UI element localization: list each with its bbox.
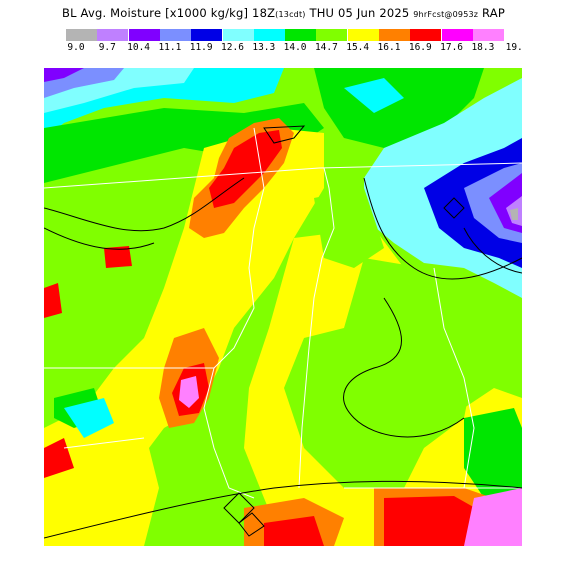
legend-swatch — [66, 29, 97, 41]
border-lat-north — [44, 167, 320, 189]
border-sw — [63, 437, 145, 449]
title-date: THU 05 Jun 2025 — [309, 6, 410, 20]
se-green — [464, 408, 522, 498]
title-local-time: (13cdt) — [275, 10, 306, 19]
legend-swatch — [347, 29, 379, 41]
legend-tick-label: 17.6 — [440, 42, 464, 53]
legend-swatch — [253, 29, 285, 41]
border-river — [298, 167, 335, 489]
sw-cyan-patch — [64, 398, 114, 438]
n-cyan-spot — [344, 78, 404, 113]
legend-tick-label: 9.0 — [67, 42, 85, 53]
gulf-pink — [464, 488, 522, 546]
coast-red — [264, 516, 324, 546]
color-legend: 9.0 9.7 10.4 11.1 11.9 12.6 13.3 14.0 14.7 15.4 16… — [62, 29, 523, 55]
title-prefix: BL Avg. Moisture [x1000 kg/kg] 18Z — [62, 6, 276, 20]
map-canvas — [44, 68, 522, 546]
chart-title: BL Avg. Moisture [x1000 kg/kg] 18Z(13cdt… — [62, 6, 562, 24]
legend-tick-label: 19. — [505, 42, 523, 53]
legend-tick-label: 14.7 — [314, 42, 338, 53]
legend-swatch — [316, 29, 348, 41]
border-lat-north-east — [318, 162, 522, 169]
contour-6 — [443, 197, 465, 219]
contour-1 — [44, 177, 245, 232]
legend-tick-label: 10.4 — [127, 42, 151, 53]
title-forecast: 9hrFcst@0953z — [413, 10, 479, 19]
legend-tick-label: 16.1 — [377, 42, 401, 53]
legend-tick-label: 9.7 — [98, 42, 116, 53]
contour-4 — [363, 177, 522, 280]
contour-7 — [463, 227, 522, 274]
contour-5 — [343, 297, 465, 438]
contour-3 — [263, 125, 306, 144]
legend-swatch — [97, 29, 129, 41]
legend-swatch — [379, 29, 410, 41]
legend-tick-label: 16.9 — [408, 42, 432, 53]
legend-tick-label: 11.1 — [158, 42, 182, 53]
legend-swatch — [410, 29, 442, 41]
nw-purple — [44, 68, 84, 82]
legend-swatch — [441, 29, 473, 41]
contours — [44, 125, 522, 539]
legend-tick-label: 13.3 — [252, 42, 276, 53]
legend-swatch — [285, 29, 317, 41]
legend-tick-label: 18.3 — [471, 42, 495, 53]
legend-tick-label: 14.0 — [283, 42, 307, 53]
border-east — [433, 267, 475, 489]
legend-tick-label: 15.4 — [346, 42, 370, 53]
title-model: RAP — [482, 6, 505, 20]
contour-coast — [44, 480, 522, 539]
legend-swatch — [472, 29, 504, 41]
west-lime — [44, 178, 154, 298]
west-edge-red — [44, 283, 62, 318]
legend-swatch — [159, 29, 191, 41]
west-red-spot — [104, 246, 132, 268]
red-max-north — [209, 130, 282, 208]
legend-swatch — [128, 29, 160, 41]
pink-max-central — [179, 376, 199, 408]
contour-9 — [238, 512, 265, 537]
ne-gray — [510, 208, 518, 220]
state-borders — [44, 127, 522, 499]
legend-tick-label: 12.6 — [221, 42, 244, 53]
border-mississippi — [203, 127, 265, 499]
contour-8 — [223, 492, 255, 524]
legend-tick-label: 11.9 — [189, 42, 213, 53]
legend-swatch — [191, 29, 223, 41]
moisture-map — [44, 68, 522, 546]
legend-swatch — [222, 29, 254, 41]
contour-2 — [44, 227, 155, 250]
